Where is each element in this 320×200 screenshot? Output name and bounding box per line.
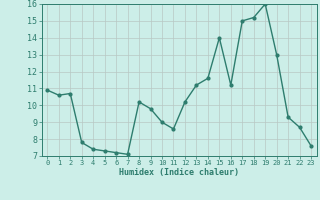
X-axis label: Humidex (Indice chaleur): Humidex (Indice chaleur) [119,168,239,177]
